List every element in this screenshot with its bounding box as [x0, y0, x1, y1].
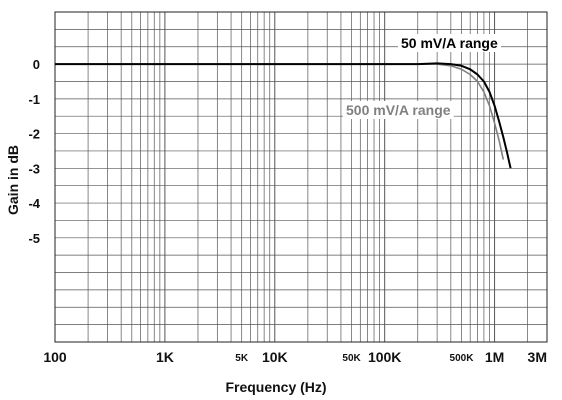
x-tick-label: 1M [485, 349, 504, 365]
plot-frame [54, 11, 548, 343]
x-axis-title: Frequency (Hz) [225, 379, 326, 395]
y-tick-label: -2 [28, 127, 40, 142]
grid-lines [54, 11, 548, 343]
series-line [55, 62, 512, 169]
x-minor-tick-label: 500K [450, 353, 475, 364]
x-tick-label: 100K [368, 349, 401, 365]
y-axis-title: Gain in dB [5, 145, 21, 215]
y-tick-label: -1 [28, 92, 40, 107]
tick-labels: 0 -1 -2 -3 -4 -5 100 1K 10K 100K 1M 3M 5K 50K 500K [28, 57, 547, 365]
x-tick-label: 3M [528, 349, 547, 365]
x-tick-label: 10K [262, 349, 288, 365]
series-label-500mv: 500 mV/A range [346, 102, 451, 118]
series-layer [55, 62, 512, 169]
x-minor-tick-label: 50K [342, 353, 361, 364]
series-label-background [343, 101, 454, 119]
series-label-background [398, 34, 501, 52]
x-tick-label: 1K [156, 349, 174, 365]
y-tick-label: 0 [33, 57, 40, 72]
x-tick-label: 100 [43, 349, 67, 365]
y-tick-label: -5 [28, 231, 40, 246]
y-tick-label: -3 [28, 161, 40, 176]
x-minor-tick-label: 5K [235, 353, 249, 364]
y-tick-label: -4 [28, 196, 40, 211]
series-label-50mv: 50 mV/A range [401, 35, 498, 51]
